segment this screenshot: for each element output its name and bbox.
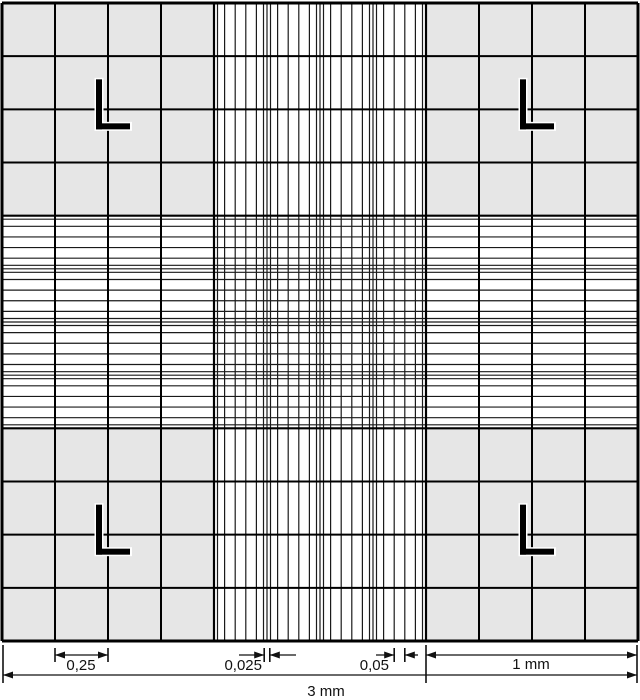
l-mark: [96, 79, 102, 130]
l-mark: [96, 548, 130, 555]
label-025-mm: 0,25: [66, 657, 95, 674]
arrowhead: [3, 671, 13, 679]
l-mark: [520, 548, 554, 555]
arrowhead: [55, 651, 65, 659]
dimension-labels: 0,25 0,025 0,05 1 mm 3 mm: [66, 656, 549, 700]
label-0025-mm: 0,025: [224, 657, 262, 674]
label-1-mm: 1 mm: [512, 656, 550, 673]
label-005-mm: 0,05: [360, 657, 389, 674]
corner-l-marks: [94, 77, 556, 557]
l-mark: [520, 123, 554, 130]
arrowhead: [269, 651, 280, 659]
label-3-mm: 3 mm: [307, 683, 345, 700]
arrowhead: [627, 671, 637, 679]
arrowhead: [384, 651, 395, 659]
arrowhead: [627, 651, 637, 659]
l-mark: [520, 79, 526, 130]
arrowhead: [98, 651, 108, 659]
major-grid-lines: [0, 1, 640, 643]
l-mark: [96, 504, 102, 555]
dimension-arrows: [2, 645, 638, 683]
arrowhead: [426, 651, 436, 659]
arrowhead: [254, 651, 265, 659]
l-mark: [520, 504, 526, 555]
l-mark: [96, 123, 130, 130]
arrowhead: [404, 651, 415, 659]
